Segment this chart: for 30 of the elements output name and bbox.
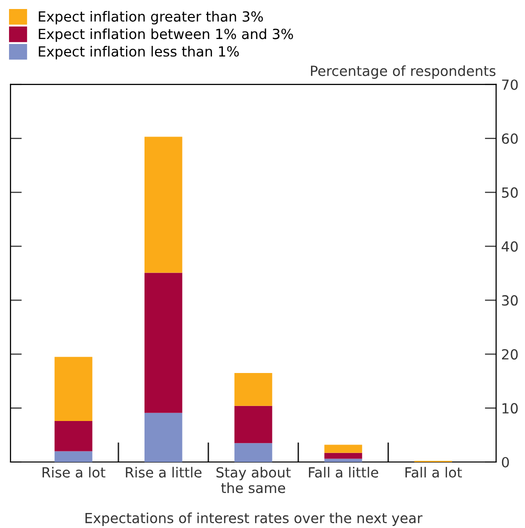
x-axis-title: Expectations of interest rates over the next year <box>86 512 422 526</box>
y-axis-title: Percentage of respondents <box>311 65 496 79</box>
y-tick-label: 40 <box>502 241 518 252</box>
y-tick-label: 50 <box>502 187 518 198</box>
bar <box>144 272 182 413</box>
bar <box>234 443 272 462</box>
x-tick-label: Rise a little <box>126 466 202 478</box>
bar <box>324 452 362 459</box>
x-tick-label: Fall a lot <box>405 466 462 478</box>
x-tick-label: Rise a lot <box>42 466 106 478</box>
y-tick-label: 30 <box>502 295 518 306</box>
bar <box>324 458 362 462</box>
bar <box>54 356 92 422</box>
legend-label: Expect inflation greater than 3% <box>38 10 263 24</box>
y-tick-label: 0 <box>502 456 509 468</box>
bar <box>234 373 272 406</box>
y-tick-label: 60 <box>502 133 518 144</box>
bar <box>54 451 92 462</box>
y-tick-label: 70 <box>502 79 518 90</box>
bar <box>144 412 182 462</box>
bar <box>54 421 92 452</box>
legend-label: Expect inflation between 1% and 3% <box>38 28 294 42</box>
y-tick-label: 10 <box>502 403 518 414</box>
bar <box>324 444 362 453</box>
x-tick-label: Stay about the same <box>216 466 291 494</box>
bar <box>144 136 182 273</box>
bar <box>234 406 272 444</box>
y-tick-label: 20 <box>502 349 518 360</box>
x-tick-label: Fall a little <box>308 466 378 478</box>
legend-label: Expect inflation less than 1% <box>38 46 239 60</box>
